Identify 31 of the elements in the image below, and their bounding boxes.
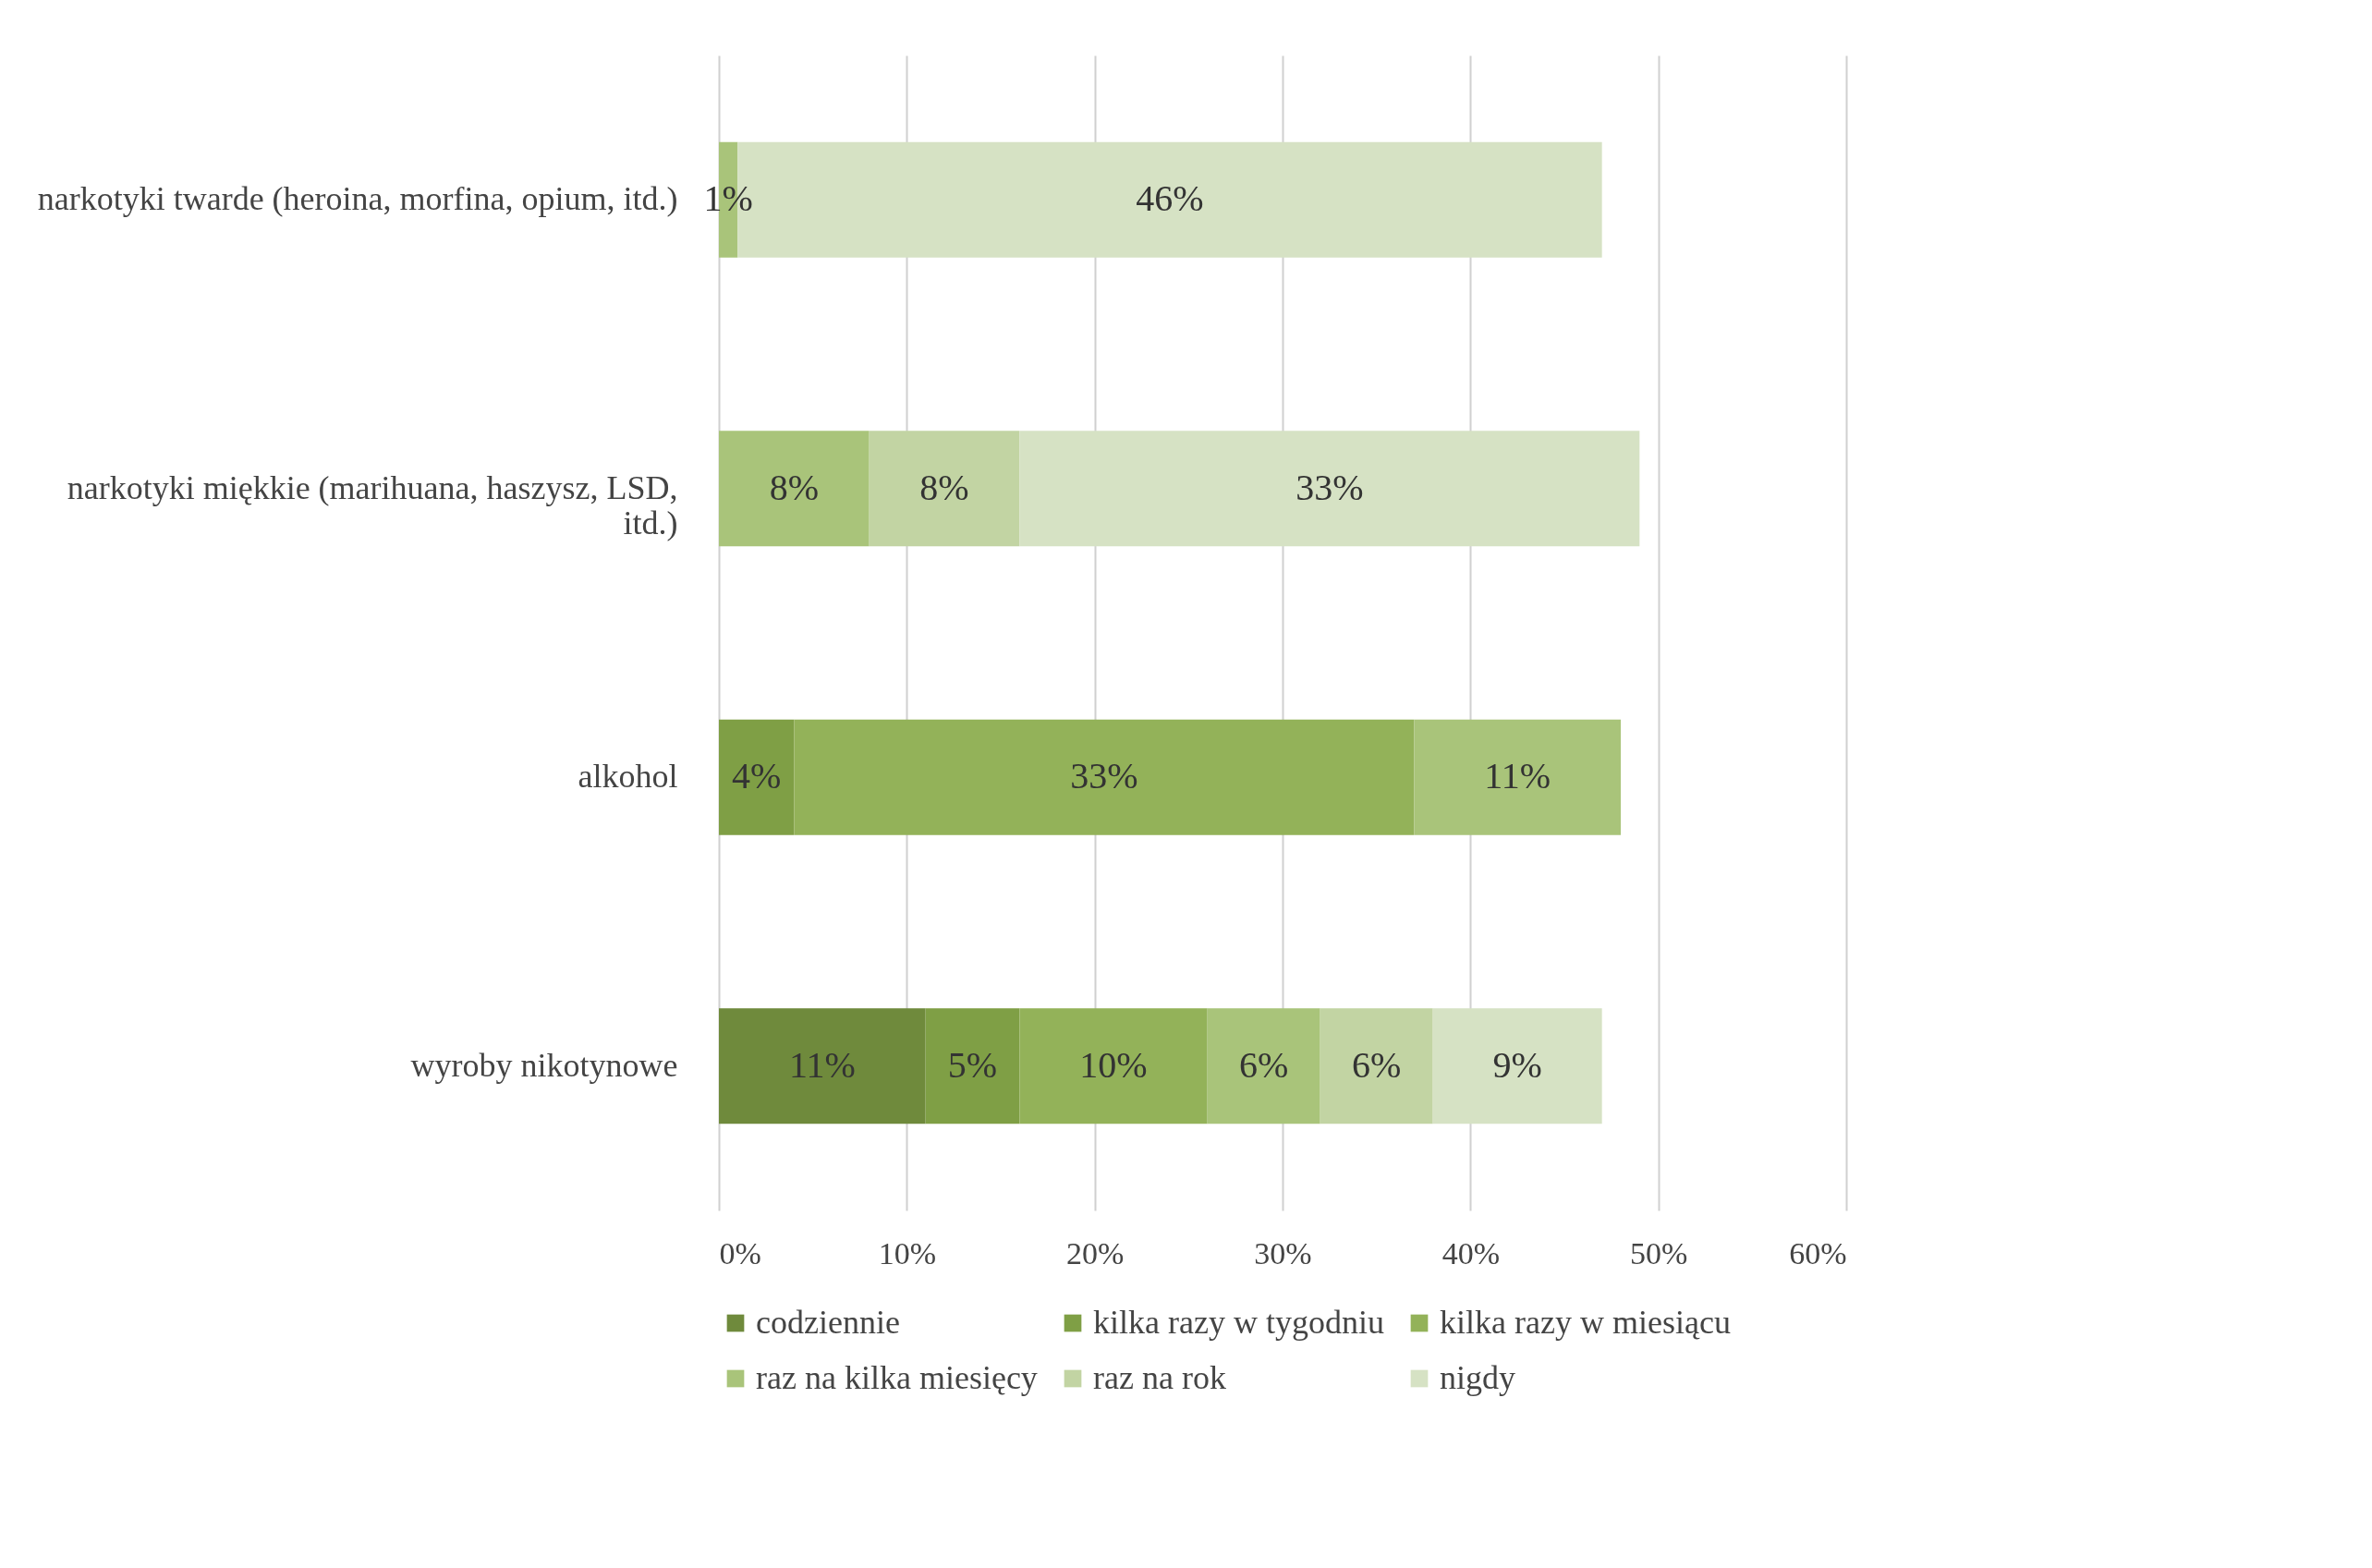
data-label: 1% <box>703 177 753 220</box>
y-tick-label: narkotyki miękkie (marihuana, haszysz, LSD, itd.) <box>67 468 678 541</box>
legend-label: kilka razy w miesiącu <box>1440 1304 1731 1341</box>
data-label: 6% <box>1352 1043 1402 1086</box>
x-tick-label: 40% <box>1441 1235 1500 1270</box>
data-label: 5% <box>947 1043 998 1086</box>
y-tick-label: alkohol <box>578 758 678 796</box>
legend-label: codziennie <box>756 1304 900 1341</box>
x-tick-label: 30% <box>1254 1235 1312 1270</box>
legend-label: raz na rok <box>1093 1359 1226 1396</box>
data-label: 9% <box>1492 1043 1542 1086</box>
x-tick-label: 20% <box>1066 1235 1125 1270</box>
x-tick-label: 0% <box>719 1235 761 1270</box>
x-tick-label: 10% <box>878 1235 936 1270</box>
x-tick-label: 50% <box>1630 1235 1688 1270</box>
data-label: 46% <box>1136 177 1204 220</box>
data-label: 33% <box>1070 755 1138 797</box>
data-label: 11% <box>788 1043 856 1086</box>
data-label: 8% <box>919 466 969 508</box>
data-label: 4% <box>732 755 782 797</box>
x-tick-label: 60% <box>1789 1235 1847 1270</box>
legend-label: kilka razy w tygodniu <box>1093 1304 1384 1341</box>
data-label: 6% <box>1239 1043 1289 1086</box>
y-tick-label: wyroby nikotynowe <box>410 1046 678 1084</box>
data-label: 33% <box>1295 466 1364 508</box>
legend-label: nigdy <box>1440 1359 1516 1396</box>
y-tick-label: narkotyki twarde (heroina, morfina, opium, itd.) <box>37 180 678 218</box>
legend-label: raz na kilka miesięcy <box>756 1359 1038 1396</box>
data-label: 11% <box>1484 755 1551 797</box>
data-label: 8% <box>769 466 819 508</box>
data-label: 10% <box>1079 1043 1148 1086</box>
